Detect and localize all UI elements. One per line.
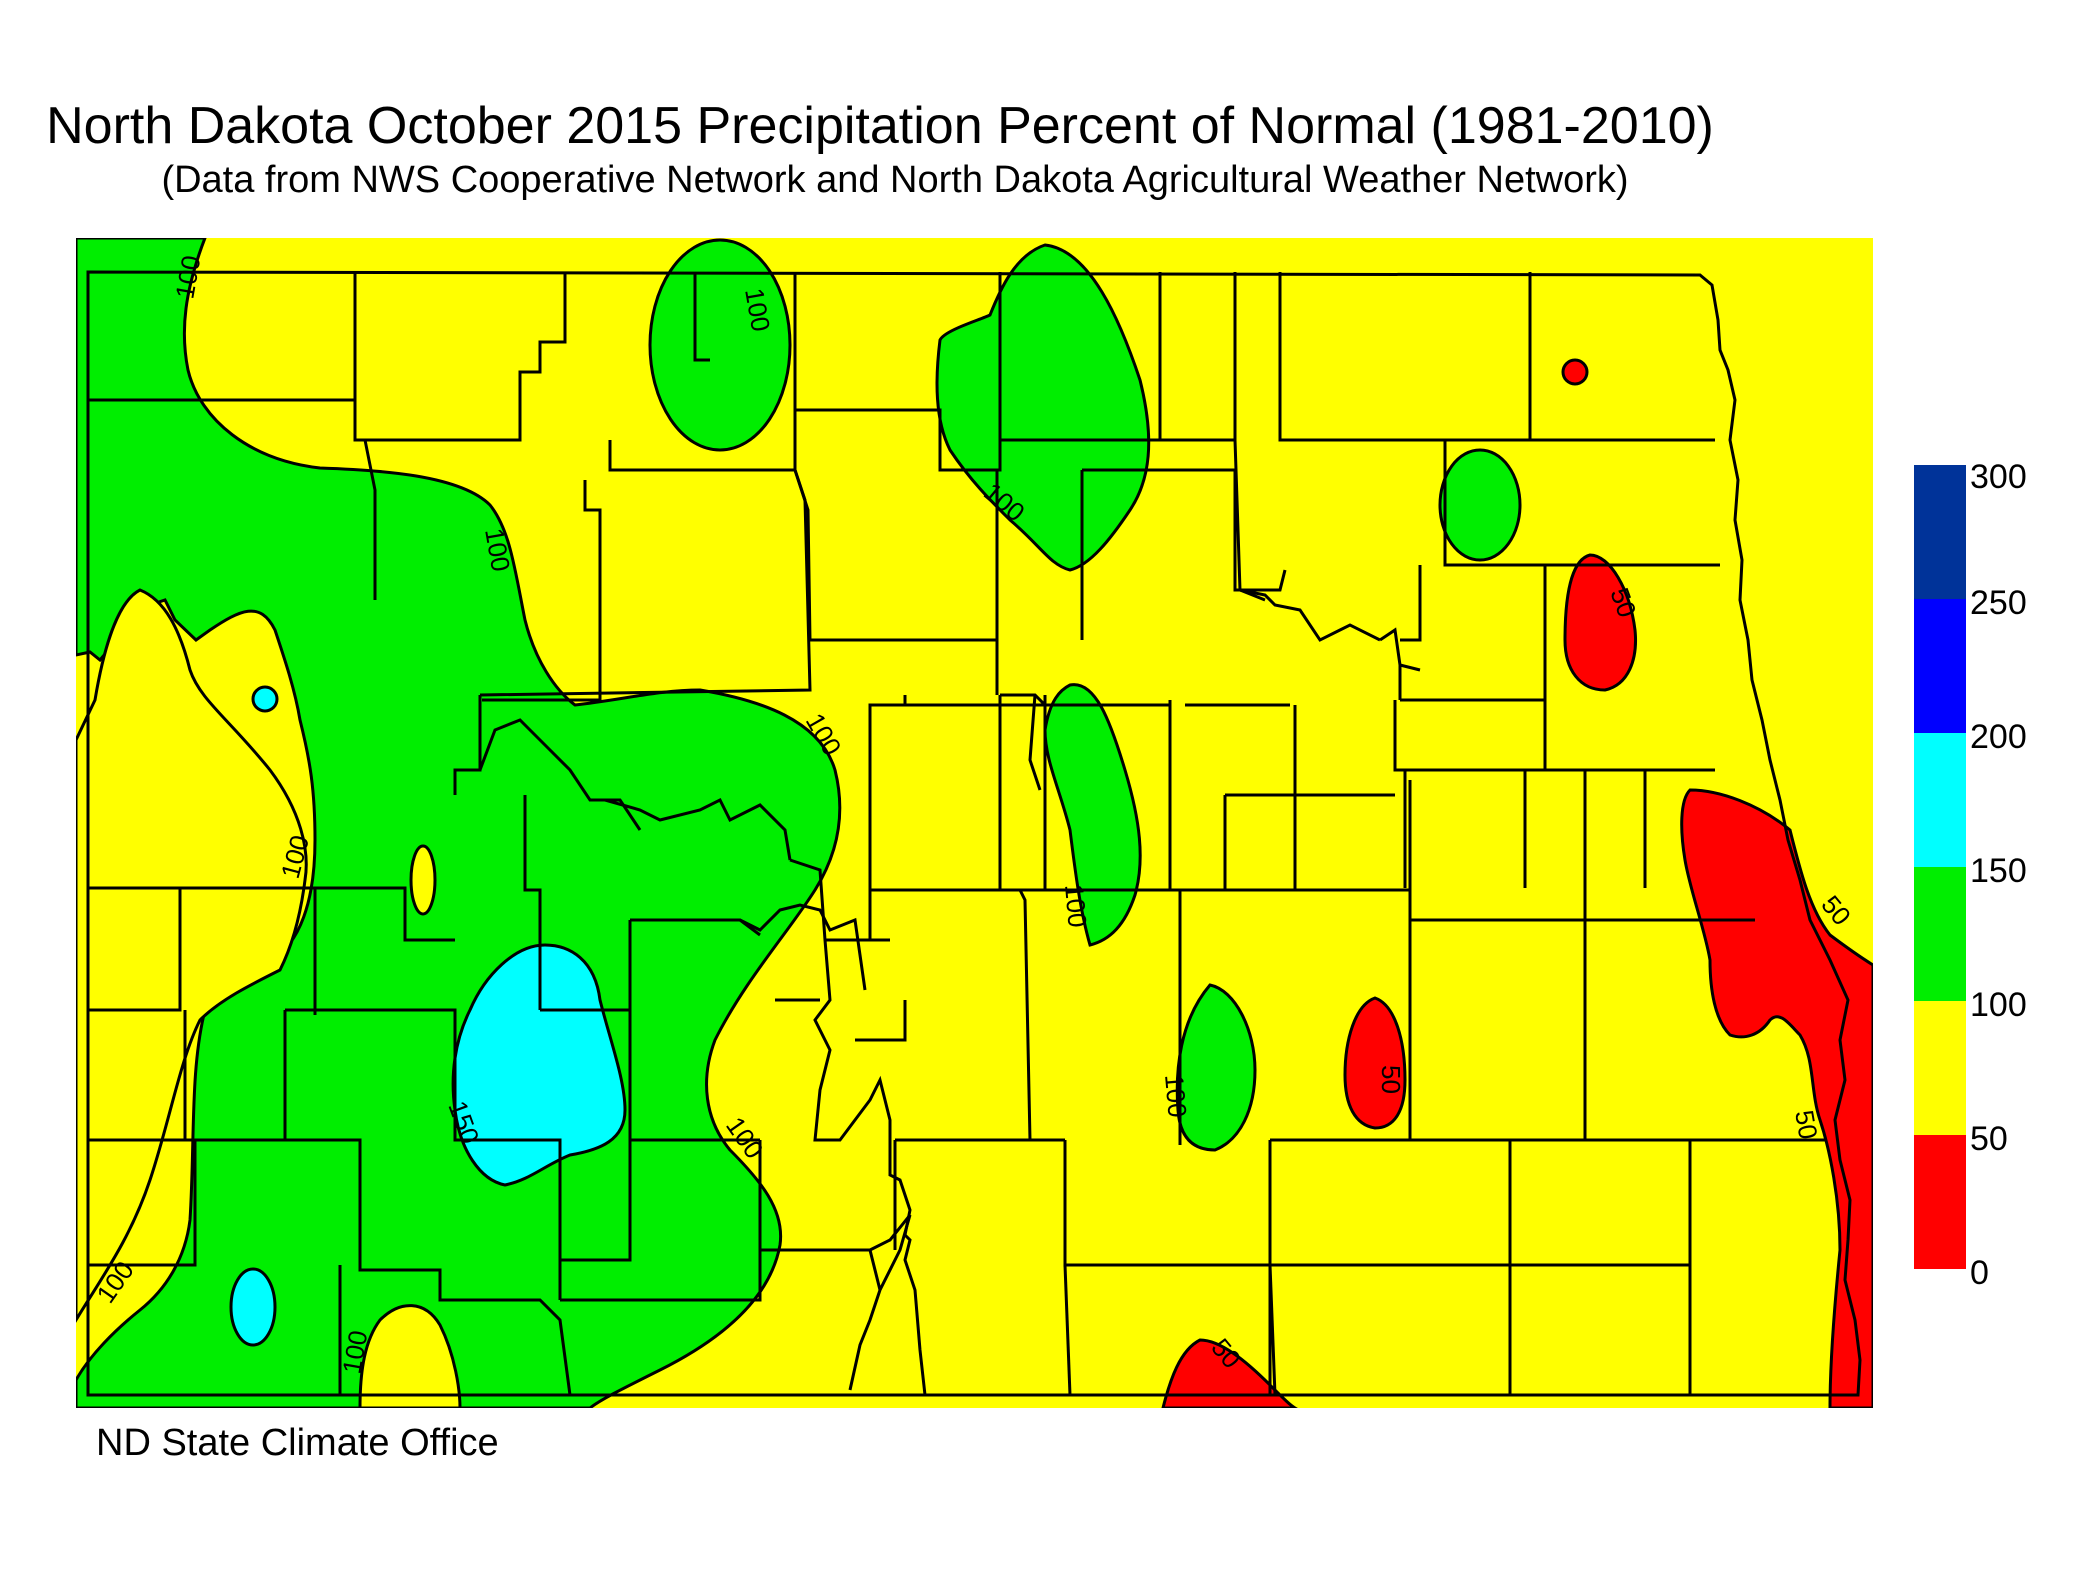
contour-label: 50	[1789, 1108, 1824, 1142]
region-150-200-northwest-small	[251, 685, 279, 713]
legend-tick-label: 300	[1970, 458, 2027, 496]
region-0-50-south	[1161, 1338, 1298, 1408]
region-100-150-north-a	[648, 238, 792, 452]
contour-label: 100	[739, 286, 776, 334]
contour-fill-layer	[76, 238, 1873, 1408]
region-100-150-northeast	[1438, 448, 1522, 562]
color-legend: 300 250 200 150 100 50 0	[1914, 458, 2027, 1292]
legend-tick-label: 150	[1970, 852, 2027, 890]
region-0-50-central-east	[1343, 996, 1407, 1130]
legend-bin-50-100	[1914, 1001, 1966, 1135]
legend-tick-label: 250	[1970, 584, 2027, 622]
region-0-50-north-dot	[1561, 358, 1589, 386]
region-0-50-east	[1680, 788, 1873, 1408]
region-50-100-small-island	[409, 844, 437, 916]
region-50-100-west-inlet	[76, 588, 308, 1323]
county-boundaries	[86, 270, 1862, 1397]
legend-bin-0-50	[1914, 1135, 1966, 1269]
contour-label: 100	[1159, 1073, 1193, 1119]
credit-text: ND State Climate Office	[96, 1422, 499, 1464]
legend-tick-label: 200	[1970, 718, 2027, 756]
region-100-150-west	[76, 238, 842, 1408]
region-100-150-north-b	[935, 243, 1151, 572]
map-subtitle: (Data from NWS Cooperative Network and N…	[161, 159, 1629, 201]
legend-bin-250-300	[1914, 465, 1966, 599]
region-0-50-northeast	[1563, 553, 1638, 692]
contour-label: 50	[1376, 1065, 1406, 1094]
legend-tick-label: 100	[1970, 986, 2027, 1024]
contour-label: 100	[479, 526, 516, 574]
legend-tick-label: 50	[1970, 1120, 2008, 1158]
legend-tick-label: 0	[1970, 1254, 1989, 1292]
map-title: North Dakota October 2015 Precipitation …	[46, 97, 1714, 155]
contour-label: 100	[1059, 883, 1093, 929]
legend-bin-200-250	[1914, 599, 1966, 733]
contour-label: 100	[169, 253, 206, 301]
region-50-100-southwest-bulge	[358, 1304, 462, 1408]
legend-bin-150-200	[1914, 733, 1966, 867]
region-150-200-southwest-small	[229, 1267, 277, 1347]
contour-label: 100	[336, 1328, 373, 1376]
legend-bin-100-150	[1914, 867, 1966, 1001]
region-150-200-central-west	[451, 943, 627, 1187]
